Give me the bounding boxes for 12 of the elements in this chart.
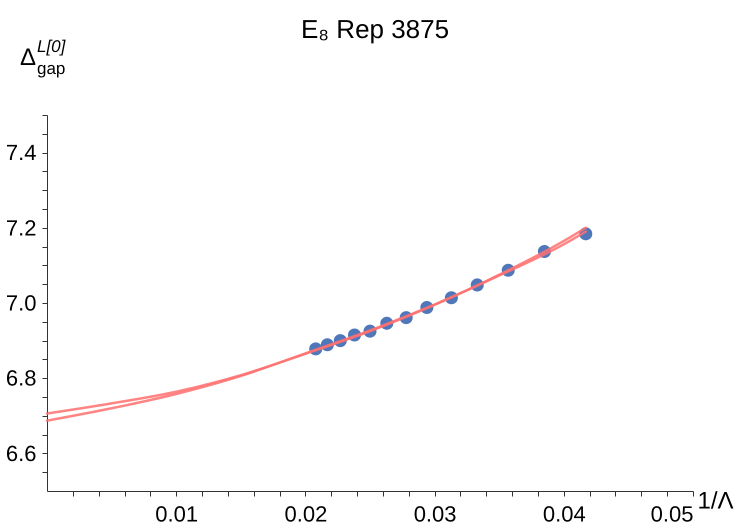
y-tick-label: 7.2 bbox=[6, 215, 36, 240]
y-tick-label: 6.8 bbox=[6, 366, 36, 391]
x-tick-label: 0.03 bbox=[414, 502, 457, 526]
y-tick-label: 6.6 bbox=[6, 440, 36, 466]
y-tick-label: 7.4 bbox=[6, 140, 36, 166]
x-tick-label: 0.04 bbox=[542, 502, 586, 526]
y-tick-label: 7.0 bbox=[6, 290, 36, 316]
x-tick-label: 0.01 bbox=[155, 502, 198, 526]
x-tick-label: 0.05 bbox=[650, 502, 694, 526]
x-tick-label: 0.02 bbox=[284, 502, 328, 526]
chart-title: E₈ Rep 3875 bbox=[300, 14, 450, 44]
x-axis-title: 1/Λ bbox=[698, 488, 734, 514]
